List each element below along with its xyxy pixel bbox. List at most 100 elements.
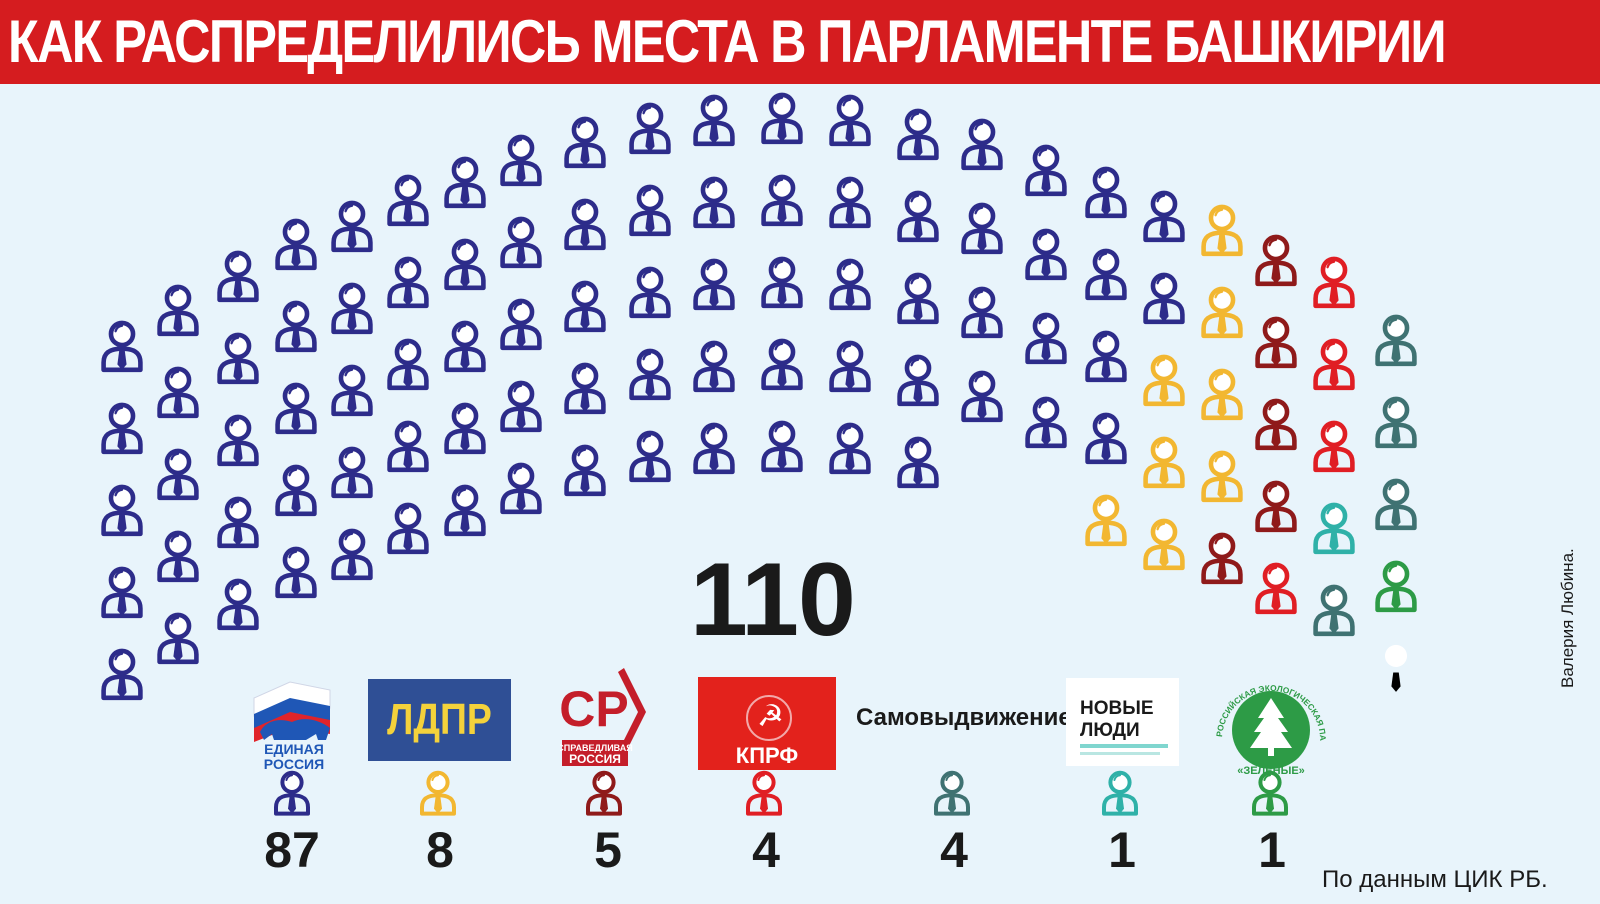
seat-icon-er <box>444 402 486 455</box>
seat-icon-er <box>961 286 1003 339</box>
seat-icon-er <box>157 284 199 337</box>
seat-icon-undefined <box>1384 644 1408 692</box>
seat-icon-er <box>101 648 143 701</box>
seat-icon-er <box>275 218 317 271</box>
seat-icon-er <box>564 116 606 169</box>
seat-icon-er <box>331 282 373 335</box>
seat-icon-er <box>1143 190 1185 243</box>
nl-logo: НОВЫЕ ЛЮДИ <box>1066 678 1179 766</box>
seat-icon-samo <box>1375 314 1417 367</box>
legend-icon-green <box>1251 770 1289 816</box>
seat-icon-er <box>444 156 486 209</box>
seat-icon-er <box>1085 412 1127 465</box>
seat-icon-er <box>1085 166 1127 219</box>
seat-icon-er <box>387 338 429 391</box>
seat-icon-er <box>275 300 317 353</box>
count-ldpr: 8 <box>426 822 454 878</box>
seat-icon-sr <box>1255 398 1297 451</box>
seat-icon-er <box>157 530 199 583</box>
seat-icon-er <box>693 340 735 393</box>
seat-icon-kprf <box>1313 420 1355 473</box>
seat-icon-samo <box>1375 396 1417 449</box>
seat-icon-er <box>331 200 373 253</box>
seat-icon-er <box>217 332 259 385</box>
nl-logo-stripe <box>1080 744 1168 748</box>
count-nl: 1 <box>1108 822 1136 878</box>
ldpr-logo-text: ЛДПР <box>387 695 492 744</box>
seat-icon-er <box>500 462 542 515</box>
hammer-sickle-icon: ☭ <box>757 700 784 733</box>
seat-icon-er <box>331 528 373 581</box>
seat-icon-er <box>629 430 671 483</box>
seat-icon-er <box>1085 248 1127 301</box>
seat-icon-samo <box>1313 584 1355 637</box>
seat-icon-er <box>961 370 1003 423</box>
seat-icon-er <box>693 422 735 475</box>
seat-icon-er <box>444 238 486 291</box>
seat-icon-er <box>693 94 735 147</box>
seat-icon-kprf <box>1313 256 1355 309</box>
seat-icon-er <box>101 484 143 537</box>
seat-icon-er <box>500 134 542 187</box>
count-samo: 4 <box>940 822 968 878</box>
seat-icon-ldpr <box>1201 204 1243 257</box>
seat-icon-er <box>761 174 803 227</box>
seat-icon-ldpr <box>1143 436 1185 489</box>
seat-icon-er <box>829 258 871 311</box>
seat-icon-er <box>101 566 143 619</box>
seat-icon-er <box>829 422 871 475</box>
nl-logo-line2: ЛЮДИ <box>1080 720 1140 741</box>
seat-icon-er <box>829 340 871 393</box>
samo-label: Самовыдвижение <box>856 704 1072 731</box>
seat-icon-er <box>387 420 429 473</box>
seat-icon-er <box>897 436 939 489</box>
count-green: 1 <box>1258 822 1286 878</box>
seat-icon-er <box>500 298 542 351</box>
seat-icon-er <box>629 102 671 155</box>
seat-icon-ldpr <box>1201 450 1243 503</box>
seat-icon-sr <box>1255 234 1297 287</box>
seat-icon-er <box>157 366 199 419</box>
seat-icon-er <box>629 266 671 319</box>
sr-logo: СР СПРАВЕДЛИВАЯ РОССИЯ <box>560 668 646 766</box>
seat-icon-er <box>1025 312 1067 365</box>
seat-icon-er <box>629 348 671 401</box>
seat-icon-er <box>331 446 373 499</box>
seat-icon-er <box>500 380 542 433</box>
seat-icon-er <box>897 108 939 161</box>
seat-icon-sr <box>1255 316 1297 369</box>
seat-icon-ldpr <box>1201 368 1243 421</box>
credit-note-wrap: Валерия Любина. <box>1558 508 1578 708</box>
count-er: 87 <box>264 822 320 878</box>
nl-logo-line1: НОВЫЕ <box>1080 698 1154 719</box>
seat-icon-er <box>101 402 143 455</box>
seat-icon-er <box>897 272 939 325</box>
page-title: КАК РАСПРЕДЕЛИЛИСЬ МЕСТА В ПАРЛАМЕНТЕ БА… <box>8 8 1447 75</box>
green-logo: РОССИЙСКАЯ ЭКОЛОГИЧЕСКАЯ ПАРТИЯ «ЗЕЛЁНЫЕ… <box>1208 664 1328 776</box>
seat-icon-er <box>829 94 871 147</box>
seat-icon-sr <box>1201 532 1243 585</box>
seat-icon-er <box>217 496 259 549</box>
seat-icon-er <box>761 256 803 309</box>
seat-icon-er <box>1025 396 1067 449</box>
count-kprf: 4 <box>752 822 780 878</box>
seat-icon-er <box>693 258 735 311</box>
seat-icon-er <box>500 216 542 269</box>
seat-icon-sr <box>1255 480 1297 533</box>
kprf-ring <box>746 695 792 741</box>
nl-logo-stripe-2 <box>1080 752 1160 755</box>
seat-icon-er <box>761 92 803 145</box>
seat-icon-er <box>961 118 1003 171</box>
seat-icon-er <box>387 502 429 555</box>
seat-icon-samo <box>1375 478 1417 531</box>
count-sr: 5 <box>594 822 622 878</box>
seat-icon-er <box>564 280 606 333</box>
seat-icon-er <box>444 320 486 373</box>
ldpr-logo: ЛДПР <box>368 679 511 761</box>
seat-icon-kprf <box>1313 338 1355 391</box>
seat-icon-er <box>444 484 486 537</box>
seat-icon-er <box>629 184 671 237</box>
kprf-logo: ☭ КПРФ <box>698 677 836 770</box>
